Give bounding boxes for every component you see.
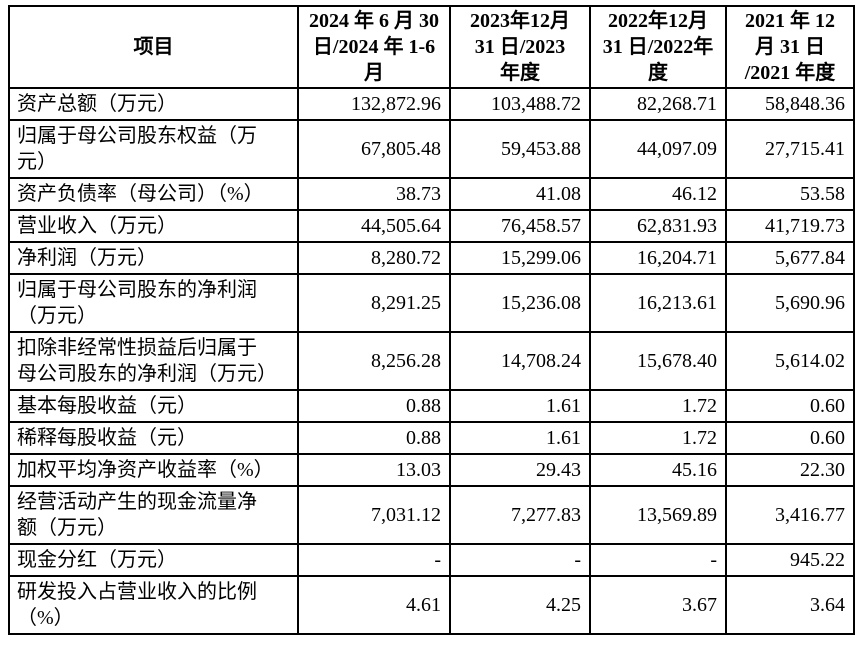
row-label: 稀释每股收益（元） <box>8 421 299 455</box>
cell-value: 46.12 <box>589 177 727 211</box>
row-label: 归属于母公司股东的净利润 （万元） <box>8 273 299 333</box>
cell-value: 67,805.48 <box>297 119 451 179</box>
cell-value: 8,280.72 <box>297 241 451 275</box>
row-label: 扣除非经常性损益后归属于 母公司股东的净利润（万元） <box>8 331 299 391</box>
row-label: 基本每股收益（元） <box>8 389 299 423</box>
cell-value: 29.43 <box>449 453 591 487</box>
header-row: 项目 2024 年 6 月 30 日/2024 年 1-6 月 2023年12月 … <box>8 5 855 89</box>
cell-value: 4.25 <box>449 575 591 635</box>
table-row: 归属于母公司股东的净利润 （万元） 8,291.25 15,236.08 16,213… <box>8 273 855 333</box>
row-label: 资产负债率（母公司）（%） <box>8 177 299 211</box>
cell-value: 132,872.96 <box>297 87 451 121</box>
cell-value: 3,416.77 <box>725 485 855 545</box>
cell-value: 44,505.64 <box>297 209 451 243</box>
table-row: 资产负债率（母公司）（%） 38.73 41.08 46.12 53.58 <box>8 177 855 211</box>
cell-value: - <box>589 543 727 577</box>
cell-value: 8,291.25 <box>297 273 451 333</box>
cell-value: 44,097.09 <box>589 119 727 179</box>
table-row: 净利润（万元） 8,280.72 15,299.06 16,204.71 5,677.8… <box>8 241 855 275</box>
cell-value: - <box>449 543 591 577</box>
cell-value: 76,458.57 <box>449 209 591 243</box>
cell-value: 5,690.96 <box>725 273 855 333</box>
row-label: 净利润（万元） <box>8 241 299 275</box>
cell-value: 58,848.36 <box>725 87 855 121</box>
cell-value: 0.60 <box>725 389 855 423</box>
cell-value: 7,031.12 <box>297 485 451 545</box>
cell-value: 1.61 <box>449 421 591 455</box>
cell-value: 8,256.28 <box>297 331 451 391</box>
cell-value: 5,614.02 <box>725 331 855 391</box>
table-row: 资产总额（万元） 132,872.96 103,488.72 82,268.71 58,… <box>8 87 855 121</box>
row-label: 归属于母公司股东权益（万 元） <box>8 119 299 179</box>
cell-value: 14,708.24 <box>449 331 591 391</box>
document-page: 项目 2024 年 6 月 30 日/2024 年 1-6 月 2023年12月 … <box>8 5 855 635</box>
cell-value: 0.88 <box>297 389 451 423</box>
cell-value: 15,299.06 <box>449 241 591 275</box>
cell-value: 59,453.88 <box>449 119 591 179</box>
financial-indicators-table: 项目 2024 年 6 月 30 日/2024 年 1-6 月 2023年12月 … <box>8 5 855 635</box>
cell-value: 27,715.41 <box>725 119 855 179</box>
cell-value: 3.64 <box>725 575 855 635</box>
cell-value: 22.30 <box>725 453 855 487</box>
table-row: 稀释每股收益（元） 0.88 1.61 1.72 0.60 <box>8 421 855 455</box>
cell-value: 4.61 <box>297 575 451 635</box>
table-row: 扣除非经常性损益后归属于 母公司股东的净利润（万元） 8,256.28 14,708… <box>8 331 855 391</box>
row-label: 资产总额（万元） <box>8 87 299 121</box>
row-label: 经营活动产生的现金流量净 额（万元） <box>8 485 299 545</box>
header-period-0: 2024 年 6 月 30 日/2024 年 1-6 月 <box>297 5 451 89</box>
cell-value: - <box>297 543 451 577</box>
cell-value: 16,204.71 <box>589 241 727 275</box>
cell-value: 1.61 <box>449 389 591 423</box>
cell-value: 15,236.08 <box>449 273 591 333</box>
cell-value: 15,678.40 <box>589 331 727 391</box>
row-label: 现金分红（万元） <box>8 543 299 577</box>
header-item-label: 项目 <box>8 5 299 89</box>
cell-value: 53.58 <box>725 177 855 211</box>
row-label: 研发投入占营业收入的比例 （%） <box>8 575 299 635</box>
cell-value: 103,488.72 <box>449 87 591 121</box>
cell-value: 62,831.93 <box>589 209 727 243</box>
table-row: 加权平均净资产收益率（%） 13.03 29.43 45.16 22.30 <box>8 453 855 487</box>
cell-value: 0.88 <box>297 421 451 455</box>
cell-value: 3.67 <box>589 575 727 635</box>
cell-value: 45.16 <box>589 453 727 487</box>
cell-value: 7,277.83 <box>449 485 591 545</box>
cell-value: 0.60 <box>725 421 855 455</box>
table-row: 研发投入占营业收入的比例 （%） 4.61 4.25 3.67 3.64 <box>8 575 855 635</box>
cell-value: 5,677.84 <box>725 241 855 275</box>
cell-value: 945.22 <box>725 543 855 577</box>
cell-value: 1.72 <box>589 421 727 455</box>
row-label: 营业收入（万元） <box>8 209 299 243</box>
header-period-2: 2022年12月 31 日/2022年 度 <box>589 5 727 89</box>
table-row: 基本每股收益（元） 0.88 1.61 1.72 0.60 <box>8 389 855 423</box>
cell-value: 16,213.61 <box>589 273 727 333</box>
row-label: 加权平均净资产收益率（%） <box>8 453 299 487</box>
cell-value: 13.03 <box>297 453 451 487</box>
table-row: 归属于母公司股东权益（万 元） 67,805.48 59,453.88 44,097.… <box>8 119 855 179</box>
table-row: 经营活动产生的现金流量净 额（万元） 7,031.12 7,277.83 13,569… <box>8 485 855 545</box>
cell-value: 41.08 <box>449 177 591 211</box>
header-period-1: 2023年12月 31 日/2023 年度 <box>449 5 591 89</box>
table-row: 现金分红（万元） - - -945.22 <box>8 543 855 577</box>
table-row: 营业收入（万元） 44,505.64 76,458.57 62,831.93 41,71… <box>8 209 855 243</box>
cell-value: 38.73 <box>297 177 451 211</box>
cell-value: 41,719.73 <box>725 209 855 243</box>
header-period-3: 2021 年 12 月 31 日 /2021 年度 <box>725 5 855 89</box>
cell-value: 1.72 <box>589 389 727 423</box>
cell-value: 82,268.71 <box>589 87 727 121</box>
cell-value: 13,569.89 <box>589 485 727 545</box>
